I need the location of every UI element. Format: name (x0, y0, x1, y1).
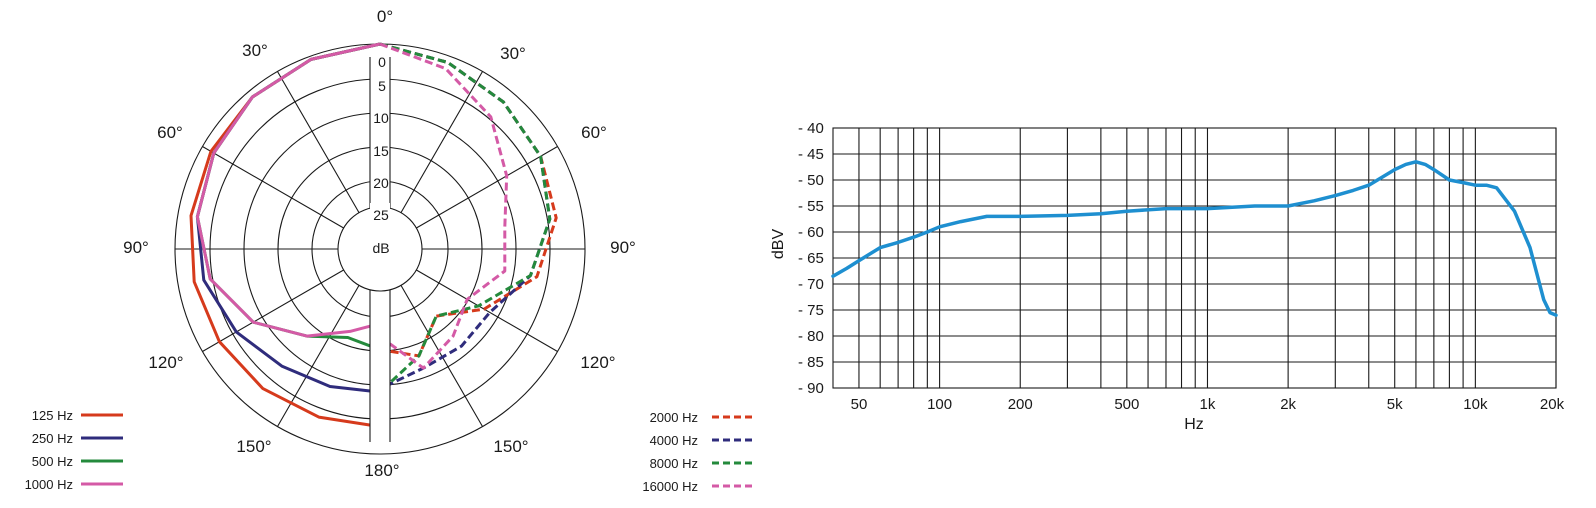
y-tick-label: - 90 (798, 380, 824, 397)
y-tick-label: - 85 (798, 354, 824, 371)
legend-label: 8000 Hz (650, 456, 698, 471)
x-tick-label: 5k (1387, 396, 1403, 413)
db-label-25: 25 (373, 207, 389, 223)
db-label-10: 10 (373, 110, 389, 126)
angle-label-0: 0° (377, 7, 393, 26)
response-curve (831, 160, 1558, 317)
center-disk-gap-bottom (370, 270, 390, 280)
x-tick-label: 100 (927, 396, 952, 413)
y-tick-label: - 65 (798, 250, 824, 267)
angle-label-180: 180° (364, 461, 399, 480)
x-tick-label: 20k (1540, 396, 1565, 413)
x-tick-label: 50 (851, 396, 868, 413)
frequency-response-chart: - 40 - 45 - 50 - 55 - 60 - 65 - 70 - 75 - 80 - 85… (770, 120, 1565, 433)
response-x-ticks: 50 100 200 500 1k 2k 5k 10k 20k (851, 396, 1565, 413)
legend-label: 1000 Hz (25, 477, 73, 492)
angle-label-150-left: 150° (236, 437, 271, 456)
y-tick-label: - 45 (798, 146, 824, 163)
plot-frame (832, 127, 1557, 389)
x-tick-label: 200 (1008, 396, 1033, 413)
legend-label: 125 Hz (32, 408, 73, 423)
x-axis-label: Hz (1184, 416, 1204, 433)
db-label-0: 0 (378, 54, 386, 70)
legend-label: 2000 Hz (650, 410, 698, 425)
y-tick-label: - 60 (798, 224, 824, 241)
polar-series-4000hz (379, 42, 552, 391)
polar-chart: 0 5 10 15 20 25 dB 0° 30° 30° 60° 60° 90… (25, 7, 754, 494)
legend-left: 125 Hz 250 Hz 500 Hz 1000 Hz (25, 408, 123, 492)
polar-spoke (400, 71, 483, 213)
angle-label-60-right: 60° (581, 123, 607, 142)
polar-series-2000hz (379, 42, 558, 358)
db-label-20: 20 (373, 175, 389, 191)
x-tick-label: 1k (1200, 396, 1216, 413)
polar-spoke (277, 71, 360, 213)
polar-series-16000hz (379, 42, 509, 370)
angle-label-90-right: 90° (610, 238, 636, 257)
y-tick-label: - 70 (798, 276, 824, 293)
polar-spoke (416, 269, 558, 352)
y-tick-label: - 55 (798, 198, 824, 215)
polar-spoke (202, 269, 344, 352)
legend-label: 500 Hz (32, 454, 73, 469)
y-axis-label: dBV (770, 229, 787, 260)
db-center-label: dB (372, 240, 389, 256)
center-disk-gap-top (370, 203, 390, 213)
x-tick-label: 10k (1463, 396, 1488, 413)
response-y-ticks: - 40 - 45 - 50 - 55 - 60 - 65 - 70 - 75 - 80 - 85… (798, 120, 824, 397)
polar-center-mask (337, 50, 423, 450)
polar-spoke (202, 146, 344, 229)
y-tick-label: - 40 (798, 120, 824, 137)
x-tick-label: 500 (1114, 396, 1139, 413)
angle-label-30-left: 30° (242, 41, 268, 60)
x-tick-label: 2k (1280, 396, 1296, 413)
polar-series-1000hz (195, 42, 381, 338)
db-label-5: 5 (378, 78, 386, 94)
response-grid (832, 127, 1557, 389)
polar-spoke (416, 146, 558, 229)
angle-label-30-right: 30° (500, 44, 526, 63)
angle-label-90-left: 90° (123, 238, 149, 257)
angle-label-60-left: 60° (157, 123, 183, 142)
angle-label-120-left: 120° (148, 353, 183, 372)
legend-label: 4000 Hz (650, 433, 698, 448)
angle-label-120-right: 120° (580, 353, 615, 372)
legend-label: 250 Hz (32, 431, 73, 446)
angle-label-150-right: 150° (493, 437, 528, 456)
y-tick-label: - 50 (798, 172, 824, 189)
polar-curves (189, 42, 558, 429)
y-tick-label: - 80 (798, 328, 824, 345)
db-label-15: 15 (373, 143, 389, 159)
y-tick-label: - 75 (798, 302, 824, 319)
polar-spoke (277, 285, 360, 427)
legend-right: 2000 Hz 4000 Hz 8000 Hz 16000 Hz (642, 410, 754, 494)
legend-label: 16000 Hz (642, 479, 698, 494)
